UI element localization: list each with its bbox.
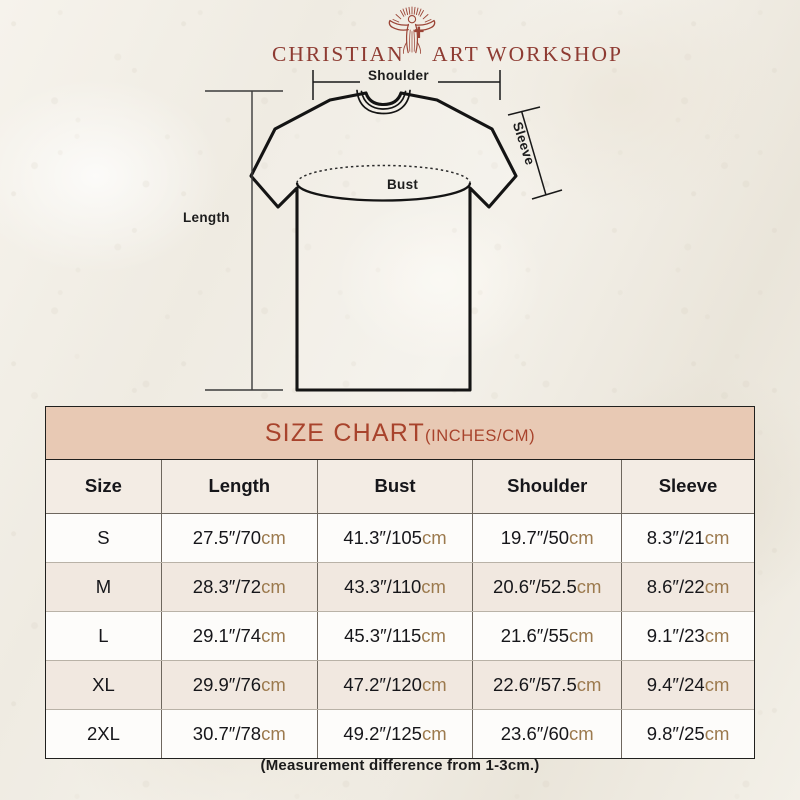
size-chart-banner: SIZE CHART(INCHES/CM) [46,407,754,460]
brand-name-right: ART WORKSHOP [432,42,623,66]
shoulder-label: Shoulder [368,68,429,83]
table-row: L 29.1″/74cm 45.3″/115cm 21.6″/55cm 9.1″… [46,611,754,661]
measurements-table: Size Length Bust Shoulder Sleeve S 27.5″… [46,460,754,758]
cell-shoulder: 21.6″/55cm [472,611,623,661]
value-inches: 47.2″/120 [343,673,422,695]
bust-measure-ellipse [295,164,472,202]
banner-title: SIZE CHART [264,418,425,447]
value-unit: cm [704,526,730,548]
cell-bust: 41.3″/105cm [317,513,474,563]
value-unit: cm [569,722,594,744]
value-inches: 8.3″/21 [646,526,705,548]
shoulder-dimension-line [312,70,501,100]
measurement-disclaimer: (Measurement difference from 1-3cm.) [260,757,540,774]
value-inches: 9.1″/23 [646,624,705,646]
brand-header: CHRISTIAN ART WORKSHOP [0,6,800,72]
cell-size: XL [46,660,162,710]
cell-bust: 49.2″/125cm [317,709,474,758]
cell-shoulder: 22.6″/57.5cm [472,660,623,710]
value-unit: cm [576,575,602,597]
value-unit: cm [704,673,730,695]
cell-shoulder: 19.7″/50cm [472,513,623,563]
column-header-size: Size [46,460,162,514]
value-inches: 27.5″/70 [192,526,262,548]
table-row: XL 29.9″/76cm 47.2″/120cm 22.6″/57.5cm 9… [46,660,754,710]
value-inches: 9.8″/25 [646,722,705,744]
value-inches: 43.3″/110 [344,575,422,597]
cell-size: M [46,562,162,612]
value-unit: cm [261,575,286,597]
value-unit: cm [261,673,286,695]
cell-sleeve: 9.1″/23cm [621,611,754,661]
value-unit: cm [704,722,730,744]
cell-length: 29.9″/76cm [161,660,318,710]
value-unit: cm [421,722,447,744]
value-unit: cm [421,575,446,597]
cell-shoulder: 23.6″/60cm [472,709,623,758]
size-chart-banner-text: SIZE CHART(INCHES/CM) [265,419,535,448]
cell-sleeve: 9.4″/24cm [621,660,754,710]
cell-size: L [46,611,162,661]
length-dimension-line [205,90,283,391]
value-inches: 49.2″/125 [343,722,422,744]
tshirt-measurement-diagram: Shoulder Bust Length Sleeve [0,60,800,405]
sleeve-dimension-line [507,106,563,200]
column-header-length: Length [161,460,318,514]
cell-length: 30.7″/78cm [161,709,318,758]
value-inches: 19.7″/50 [500,526,570,548]
bust-label: Bust [387,177,419,192]
value-unit: cm [261,722,286,744]
value-unit: cm [704,624,730,646]
risen-christ-with-cross-icon [374,6,450,54]
size-chart-table: SIZE CHART(INCHES/CM) Size Length Bust S… [45,406,755,759]
column-header-sleeve: Sleeve [621,460,754,514]
cell-size: S [46,513,162,563]
length-label: Length [183,210,230,225]
value-inches: 8.6″/22 [646,575,705,597]
table-row: S 27.5″/70cm 41.3″/105cm 19.7″/50cm 8.3″… [46,513,754,563]
column-header-shoulder: Shoulder [472,460,623,514]
value-unit: cm [261,624,286,646]
value-unit: cm [261,526,286,548]
value-inches: 22.6″/57.5 [493,673,577,695]
banner-units: (INCHES/CM) [424,426,536,445]
table-row: M 28.3″/72cm 43.3″/110cm 20.6″/52.5cm 8.… [46,562,754,612]
cell-shoulder: 20.6″/52.5cm [472,562,623,612]
value-inches: 28.3″/72 [192,575,262,597]
cell-size: 2XL [46,709,162,758]
brand-name-left: CHRISTIAN [272,42,405,66]
value-unit: cm [569,526,594,548]
cell-length: 28.3″/72cm [161,562,318,612]
value-inches: 23.6″/60 [500,722,570,744]
cell-bust: 47.2″/120cm [317,660,474,710]
column-header-bust: Bust [317,460,474,514]
value-inches: 41.3″/105 [343,526,422,548]
value-inches: 29.1″/74 [192,624,262,646]
value-unit: cm [421,673,447,695]
value-inches: 29.9″/76 [192,673,262,695]
value-inches: 9.4″/24 [646,673,705,695]
cell-bust: 45.3″/115cm [317,611,474,661]
cell-length: 27.5″/70cm [161,513,318,563]
value-unit: cm [576,673,602,695]
value-inches: 20.6″/52.5 [493,575,577,597]
tshirt-outline [249,91,518,392]
cell-sleeve: 8.6″/22cm [621,562,754,612]
value-inches: 45.3″/115 [344,624,422,646]
value-unit: cm [569,624,594,646]
value-inches: 21.6″/55 [500,624,570,646]
value-unit: cm [704,575,730,597]
cell-length: 29.1″/74cm [161,611,318,661]
cell-sleeve: 9.8″/25cm [621,709,754,758]
cell-bust: 43.3″/110cm [317,562,474,612]
value-inches: 30.7″/78 [192,722,262,744]
table-row: 2XL 30.7″/78cm 49.2″/125cm 23.6″/60cm 9.… [46,709,754,758]
value-unit: cm [421,526,447,548]
value-unit: cm [421,624,446,646]
table-header-row: Size Length Bust Shoulder Sleeve [46,460,754,514]
cell-sleeve: 8.3″/21cm [621,513,754,563]
